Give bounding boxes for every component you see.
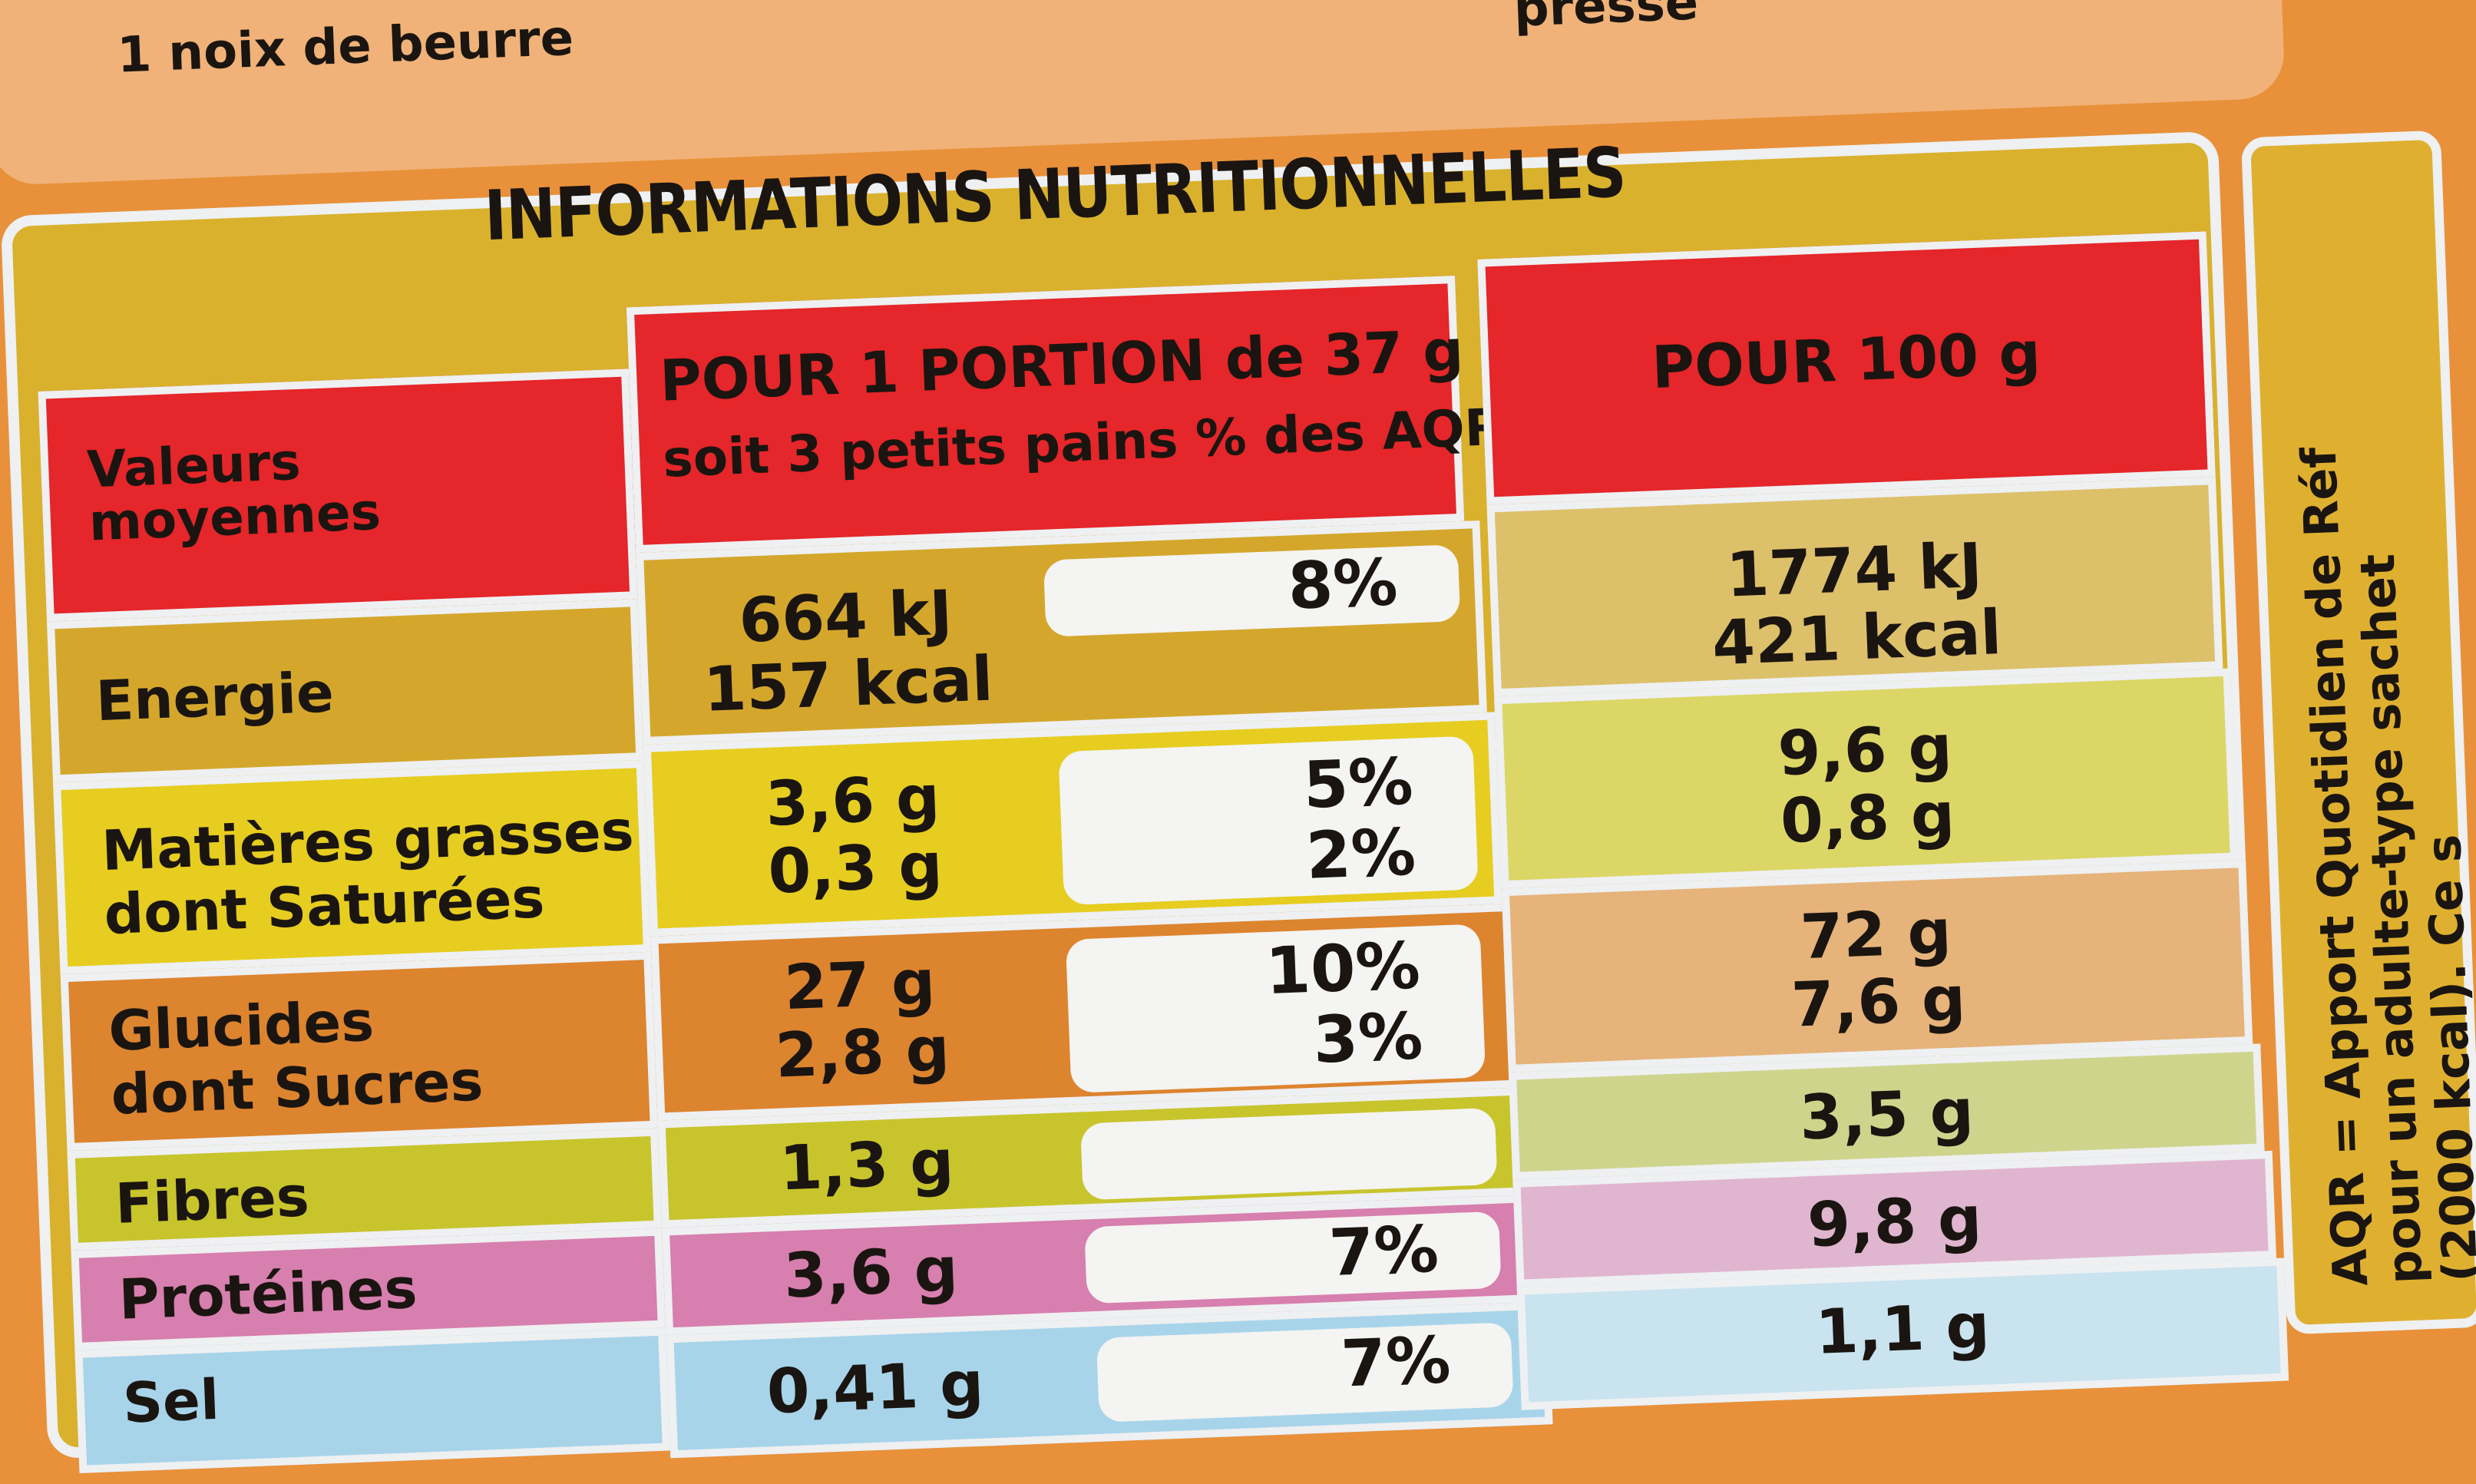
row-glucides-per100: 72 g 7,6 g: [1510, 887, 2244, 1049]
row-proteines-pct-box: 7%: [1084, 1211, 1502, 1304]
header-per100: POUR 100 g: [1650, 318, 2042, 402]
row-fibres-per100: 3,5 g: [1798, 1075, 1975, 1154]
row-fat-per100: 9,6 g 0,8 g: [1503, 703, 2230, 866]
row-energie-pct-box: 8%: [1043, 544, 1461, 637]
header-row-label-cell: Valeurs moyennes: [38, 369, 638, 622]
row-glucides-label: Glucides dont Sucres: [107, 988, 484, 1127]
row-fat-pct-saturated: 2%: [1304, 814, 1417, 894]
header-portion-line1: POUR 1 PORTION de 37 g: [658, 317, 1465, 415]
header-portion-cell: POUR 1 PORTION de 37 g soit 3 petits pai…: [626, 275, 1505, 554]
row-proteines-per100: 9,8 g: [1806, 1182, 1983, 1261]
row-glucides-pct-sugars: 3%: [1311, 998, 1424, 1079]
header-portion-line2: soit 3 petits pains % des AQR: [661, 397, 1505, 489]
row-energie-per100-cell: 1774 kJ 421 kcal: [1486, 477, 2223, 697]
row-fat-portion-total: 3,6 g: [764, 762, 941, 840]
row-fibres-pct-box: [1080, 1107, 1498, 1201]
row-fibres-pct: [1080, 1110, 1433, 1124]
row-glucides-portion-total: 27 g: [782, 946, 937, 1024]
row-fat-portion-saturated: 0,3 g: [766, 829, 944, 907]
row-energie-portion-kcal: 157 kcal: [702, 643, 994, 725]
row-fat-per100-cell: 9,6 g 0,8 g: [1494, 668, 2238, 889]
row-energie-per100: 1774 kJ 421 kcal: [1496, 523, 2215, 686]
row-glucides-label-cell: Glucides dont Sucres: [60, 951, 658, 1152]
row-energie-label-cell: Energie: [46, 599, 644, 783]
row-sel-portion: 0,41 g: [765, 1347, 985, 1428]
row-fat-pct-box: 5% 2%: [1058, 735, 1479, 906]
row-energie-pct: 8%: [1286, 544, 1400, 624]
row-fat-label: Matières grasses dont Saturées: [100, 798, 636, 947]
row-fat-label-cell: Matières grasses dont Saturées: [53, 759, 652, 975]
row-sel-label: Sel: [121, 1367, 221, 1436]
row-proteines-pct: 7%: [1327, 1211, 1440, 1291]
row-glucides-portion: 27 g 2,8 g: [705, 946, 1017, 1092]
header-row-label: Valeurs moyennes: [85, 431, 382, 553]
row-sel-pct: 7%: [1339, 1322, 1453, 1402]
row-glucides-portion-cell: 27 g 2,8 g 10% 3%: [650, 903, 1517, 1121]
row-glucides-per100-cell: 72 g 7,6 g: [1501, 859, 2253, 1073]
row-fibres-label: Fibres: [114, 1164, 311, 1236]
row-fat-portion-cell: 3,6 g 0,3 g 5% 2%: [643, 712, 1502, 937]
row-glucides-pct-box: 10% 3%: [1065, 924, 1486, 1093]
row-glucides-portion-sugars: 2,8 g: [774, 1013, 951, 1092]
row-energie-portion: 664 kJ 157 kcal: [691, 577, 1003, 725]
row-sel-per100: 1,1 g: [1813, 1290, 1992, 1368]
row-sel-pct-box: 7%: [1096, 1322, 1514, 1423]
row-energie-label: Energie: [94, 659, 336, 734]
row-proteines-portion: 3,6 g: [782, 1233, 960, 1312]
row-sel-label-cell: Sel: [74, 1327, 671, 1473]
header-per100-cell: POUR 100 g: [1477, 231, 2216, 505]
row-proteines-label: Protéines: [117, 1255, 418, 1332]
row-fat-portion: 3,6 g 0,3 g: [698, 762, 1010, 908]
row-fibres-portion: 1,3 g: [778, 1125, 956, 1205]
row-energie-portion-cell: 664 kJ 157 kcal 8%: [636, 520, 1487, 745]
